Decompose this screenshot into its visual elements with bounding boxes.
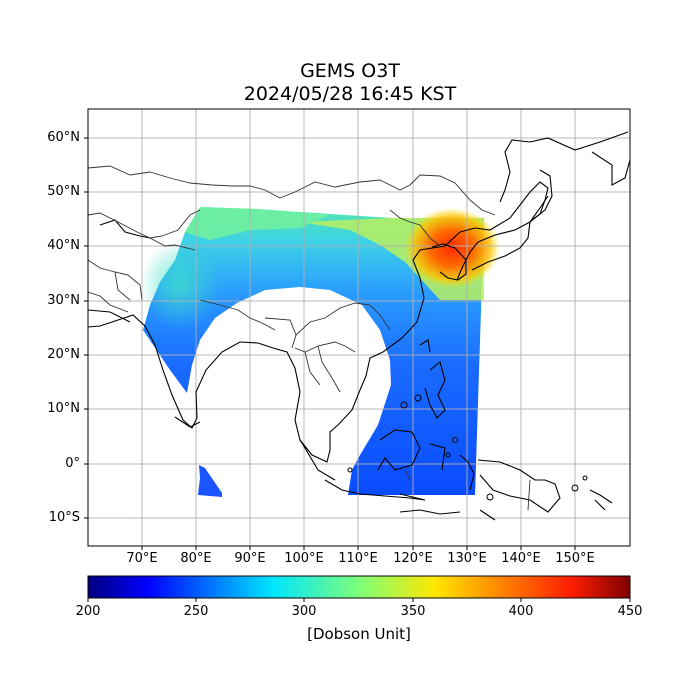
colorbar-label: [Dobson Unit] [307, 625, 411, 643]
gridlines [88, 109, 630, 546]
lon-tick-label: 110°E [338, 551, 378, 566]
lat-tick-label: 50°N [47, 184, 80, 199]
map-subtitle: 2024/05/28 16:45 KST [243, 83, 457, 105]
islands [347, 394, 588, 501]
colorbar-tick-label: 450 [617, 604, 643, 619]
country-borders [88, 165, 531, 511]
coastlines [88, 131, 630, 521]
lat-tick-label: 10°N [47, 401, 80, 416]
lon-tick-label: 70°E [126, 551, 158, 566]
lon-tick-label: 140°E [501, 551, 541, 566]
lat-tick-label: 10°S [48, 510, 80, 525]
lat-tick-label: 0° [65, 456, 80, 471]
colorbar [87, 575, 631, 599]
lat-tick-label: 40°N [47, 238, 80, 253]
colorbar-tick-label: 400 [508, 604, 534, 619]
colorbar-tick-label: 200 [75, 604, 101, 619]
map-title: GEMS O3T [300, 60, 400, 82]
lon-tick-label: 120°E [393, 551, 433, 566]
lon-tick-label: 130°E [447, 551, 487, 566]
lat-tick-label: 60°N [47, 130, 80, 145]
lon-tick-label: 100°E [284, 551, 324, 566]
lat-tick-label: 30°N [47, 293, 80, 308]
lon-tick-label: 150°E [555, 551, 595, 566]
lon-tick-label: 80°E [180, 551, 212, 566]
colorbar-tick-label: 250 [183, 604, 209, 619]
axis-ticks [84, 137, 576, 550]
colorbar-tick-label: 300 [291, 604, 317, 619]
lat-tick-label: 20°N [47, 347, 80, 362]
colorbar-ticks [87, 598, 631, 602]
lon-tick-label: 90°E [234, 551, 266, 566]
colorbar-tick-label: 350 [400, 604, 426, 619]
